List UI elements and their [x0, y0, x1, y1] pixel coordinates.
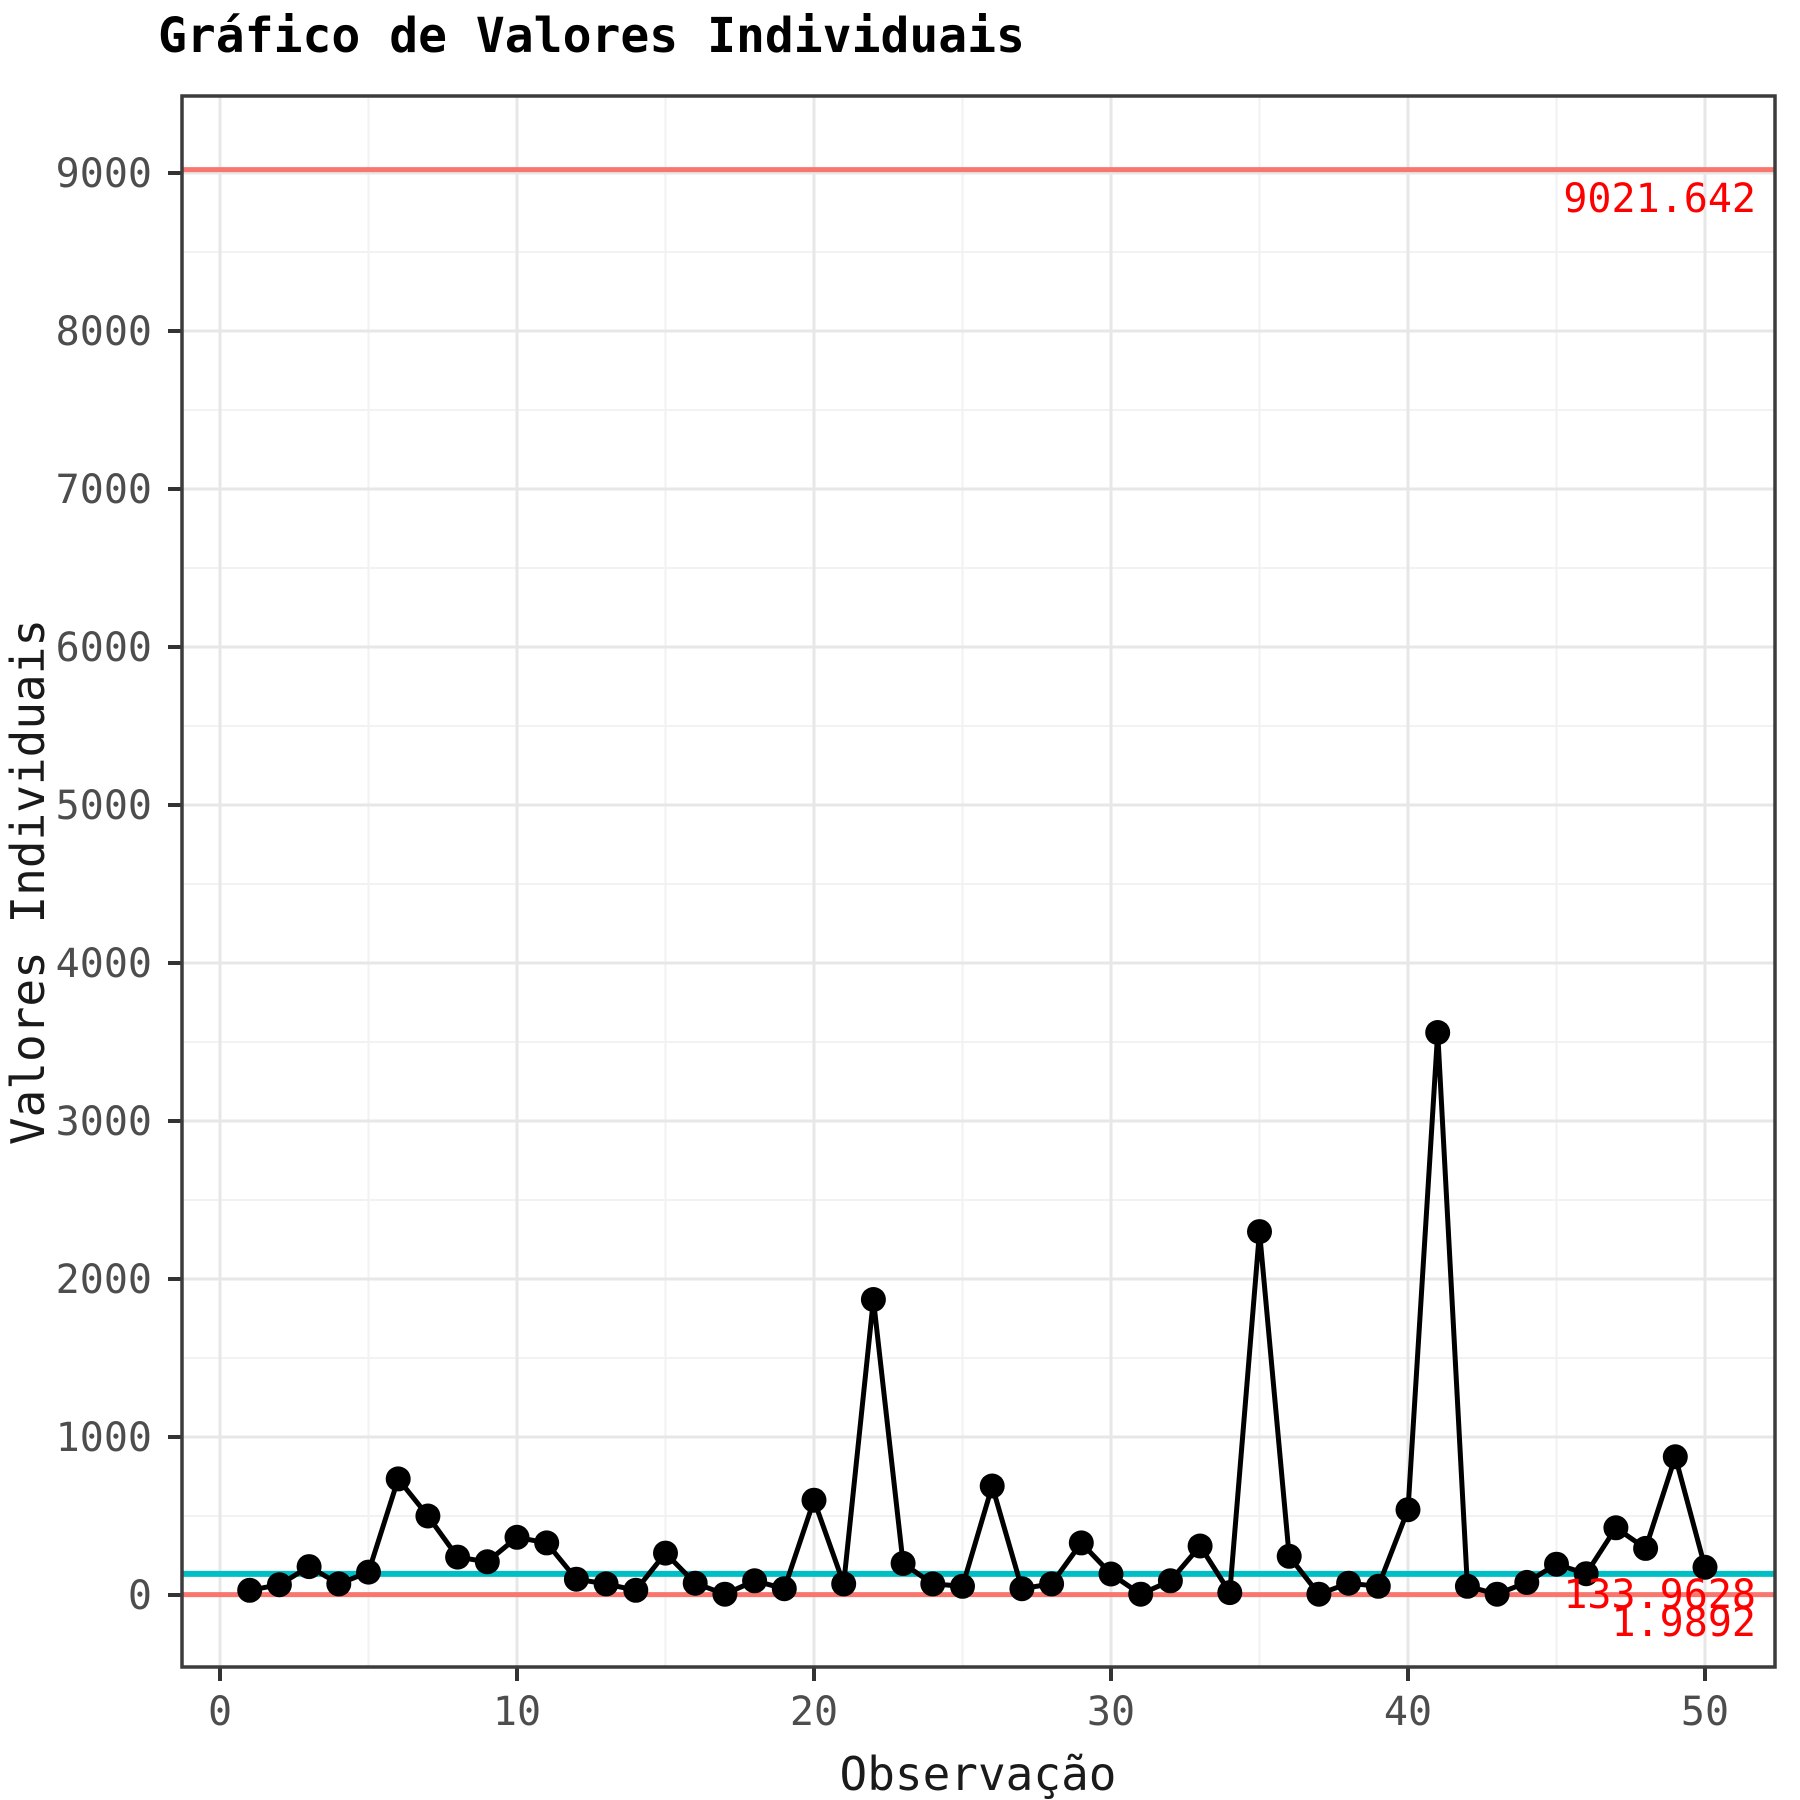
chart-title: Gráfico de Valores Individuais: [158, 8, 1025, 64]
x-tick-label: 10: [493, 1689, 541, 1735]
data-point: [1098, 1561, 1124, 1587]
y-tick-label: 1000: [56, 1415, 152, 1461]
data-point: [1544, 1551, 1569, 1577]
data-point: [296, 1554, 322, 1580]
plot-panel: [182, 96, 1775, 1667]
data-point: [1633, 1535, 1659, 1561]
data-point: [326, 1571, 352, 1597]
data-point: [1009, 1576, 1035, 1602]
data-point: [712, 1581, 738, 1607]
data-point: [266, 1572, 292, 1598]
x-tick-label: 40: [1384, 1689, 1432, 1735]
y-tick-label: 7000: [56, 467, 152, 513]
data-series: [237, 1020, 1718, 1607]
center-line-label: 133.9628: [1563, 1572, 1756, 1618]
data-point: [1573, 1561, 1599, 1587]
axis-tick-labels: 0 1000 2000 3000 4000 5000 6000 7000 8000 9000 0 10…: [56, 151, 1729, 1735]
data-point: [356, 1559, 381, 1585]
data-point: [1187, 1533, 1213, 1559]
data-point: [1128, 1581, 1154, 1607]
ucl-label: 9021.642: [1563, 176, 1756, 222]
data-point: [1365, 1573, 1391, 1599]
data-point: [1247, 1219, 1272, 1245]
x-tick-label: 50: [1681, 1689, 1729, 1735]
data-point: [474, 1549, 500, 1575]
data-point: [771, 1576, 797, 1602]
data-point: [1039, 1571, 1065, 1597]
data-point: [742, 1568, 768, 1594]
data-point: [920, 1571, 946, 1597]
data-point: [1484, 1581, 1510, 1607]
data-point: [1662, 1444, 1688, 1470]
data-point: [831, 1571, 857, 1597]
data-point: [1425, 1020, 1451, 1045]
data-point: [801, 1487, 827, 1513]
data-point: [504, 1524, 530, 1550]
data-point: [1514, 1569, 1540, 1595]
y-tick-label: 9000: [56, 151, 152, 197]
data-point: [1692, 1554, 1718, 1580]
y-axis-title: Valores Individuais: [1, 619, 55, 1145]
data-point: [1454, 1573, 1480, 1599]
y-tick-label: 2000: [56, 1257, 152, 1303]
x-tick-label: 20: [790, 1689, 838, 1735]
y-tick-label: 0: [128, 1573, 152, 1619]
data-point: [1306, 1581, 1332, 1607]
data-point: [653, 1540, 678, 1566]
data-point: [1157, 1568, 1183, 1594]
x-tick-label: 30: [1087, 1689, 1135, 1735]
data-point: [1336, 1570, 1362, 1596]
data-point: [1603, 1515, 1629, 1541]
data-point: [534, 1530, 560, 1556]
data-point: [385, 1466, 411, 1492]
y-tick-label: 4000: [56, 941, 152, 987]
data-point: [950, 1573, 975, 1599]
gridlines-minor: [182, 96, 1775, 1667]
data-point: [237, 1577, 263, 1603]
data-point: [890, 1550, 916, 1576]
y-tick-label: 5000: [56, 783, 152, 829]
data-point: [623, 1577, 649, 1603]
lcl-label: 1.9892: [1612, 1600, 1757, 1646]
data-point: [445, 1544, 471, 1570]
y-tick-label: 3000: [56, 1099, 152, 1145]
data-point: [860, 1287, 886, 1312]
data-point: [593, 1571, 619, 1597]
x-tick-label: 0: [208, 1689, 232, 1735]
data-point: [979, 1473, 1005, 1499]
y-tick-label: 8000: [56, 309, 152, 355]
data-point: [1276, 1543, 1302, 1569]
data-point: [1068, 1530, 1094, 1556]
data-point: [415, 1503, 441, 1529]
panel-border: [180, 94, 1777, 1669]
data-point: [1217, 1580, 1243, 1606]
y-tick-label: 6000: [56, 625, 152, 671]
axis-ticks: [168, 171, 1707, 1681]
data-point: [1395, 1497, 1421, 1523]
data-point: [563, 1566, 589, 1592]
x-axis-title: Observação: [840, 1747, 1117, 1800]
data-point: [682, 1570, 708, 1596]
